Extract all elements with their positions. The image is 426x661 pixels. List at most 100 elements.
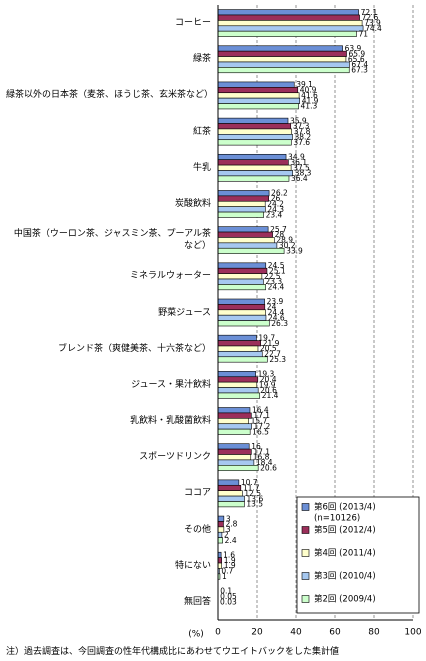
value-label: 12.5 (244, 489, 261, 498)
legend-label: 第5回 (2012/4) (314, 525, 376, 536)
bar (217, 200, 266, 207)
bar (217, 25, 364, 32)
value-label: 24.3 (267, 205, 284, 214)
bar (217, 97, 301, 104)
value-label: 2.8 (225, 520, 237, 529)
value-label: 67.4 (351, 60, 368, 69)
value-label: 16 (251, 442, 261, 451)
value-label: 1.9 (224, 561, 236, 570)
bar (217, 454, 252, 461)
bar (217, 278, 264, 285)
value-label: 19.7 (258, 333, 275, 342)
value-label: 24 (267, 303, 277, 312)
bar (217, 175, 290, 182)
value-label: 72.1 (361, 8, 378, 17)
bar (217, 537, 223, 544)
value-label: 41.3 (301, 102, 318, 111)
footnote: 注）過去調査は、今回調査の性年代構成比にあわせてウエイトバックをした集計値 (6, 647, 340, 657)
bar (217, 334, 257, 341)
bar (217, 56, 347, 63)
value-label: 37.5 (293, 163, 310, 172)
bar (217, 206, 266, 213)
value-label: 20.4 (260, 375, 277, 384)
value-label: 72.6 (362, 13, 379, 22)
value-label: 24.4 (268, 283, 285, 292)
x-tick-label: 0 (215, 628, 221, 638)
x-tick-label: 80 (368, 628, 380, 638)
value-label: 0.03 (220, 597, 237, 606)
value-label: 65.6 (348, 55, 365, 64)
bar (217, 226, 269, 233)
value-label: 24.4 (268, 308, 285, 317)
value-label: 19.3 (258, 370, 275, 379)
x-tick-label: 60 (329, 628, 341, 638)
bar (217, 20, 363, 27)
value-label: 41.6 (301, 91, 318, 100)
value-label: 3 (226, 514, 231, 523)
value-label: 16.4 (252, 406, 269, 415)
value-label: 28.9 (276, 236, 293, 245)
bar (217, 50, 347, 57)
value-label: 13.5 (246, 500, 263, 509)
bar (217, 139, 292, 146)
category-label: 紅茶 (192, 126, 211, 137)
value-label: 24.5 (268, 261, 285, 270)
value-label: 65.9 (349, 49, 366, 58)
bar (217, 61, 350, 68)
value-label: 26.3 (271, 319, 288, 328)
value-label: 1.9 (224, 556, 236, 565)
category-label: 緑茶以外の日本茶（麦茶、ほうじ茶、玄米茶など） (6, 90, 214, 101)
bar (217, 30, 357, 37)
bar (217, 247, 285, 254)
x-axis-label: (%) (188, 630, 204, 640)
category-label: 中国茶（ウーロン茶、ジャスミン茶、プーアル茶など） (13, 229, 211, 252)
value-label: 11.7 (243, 483, 260, 492)
bar (217, 407, 251, 414)
bar (217, 387, 259, 394)
bar (217, 123, 292, 130)
value-label: 73.9 (364, 19, 381, 28)
value-label: 37.8 (294, 127, 311, 136)
bar (217, 381, 258, 388)
bar (217, 371, 256, 378)
bar (217, 45, 343, 52)
value-label: 20.5 (260, 344, 277, 353)
value-label: 36.4 (291, 174, 308, 183)
value-label: 41.9 (302, 96, 319, 105)
value-label: 1.6 (223, 550, 235, 559)
bar (217, 345, 259, 352)
bar (217, 465, 259, 472)
bar (217, 309, 266, 316)
bar (217, 170, 293, 177)
category-label: 牛乳 (192, 162, 211, 173)
value-label: 1 (222, 572, 227, 581)
bar (217, 103, 299, 110)
category-label: コーヒー (174, 18, 211, 29)
value-label: 0.7 (221, 567, 233, 576)
bar (217, 284, 266, 291)
legend-label: 第6回 (2013/4) (314, 502, 376, 513)
value-label: 28 (275, 230, 285, 239)
value-label: 35.9 (290, 116, 307, 125)
bar (217, 134, 293, 141)
bar (217, 298, 265, 305)
bar (217, 479, 240, 486)
value-label: 0.05 (220, 592, 237, 601)
x-tick-label: 40 (290, 628, 302, 638)
value-label: 23.9 (267, 297, 284, 306)
bar (217, 273, 263, 280)
bar (217, 190, 270, 197)
value-label: 34.9 (288, 152, 305, 161)
bar (217, 531, 223, 538)
value-label: 39.1 (296, 80, 313, 89)
bar (217, 356, 268, 363)
bar (217, 320, 270, 327)
legend-label: 第3回 (2010/4) (314, 571, 376, 582)
bar (217, 262, 267, 269)
category-label: 乳飲料・乳酸菌飲料 (129, 416, 211, 427)
legend-swatch (301, 595, 310, 603)
bar (217, 211, 264, 218)
bar (217, 459, 255, 466)
bar (217, 9, 359, 16)
value-label: 24.2 (267, 199, 284, 208)
